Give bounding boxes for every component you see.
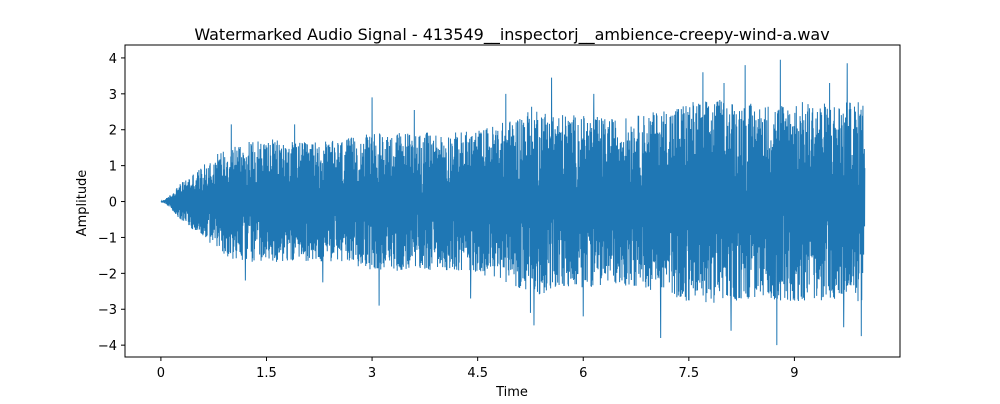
y-tick-label: −2 xyxy=(98,267,117,282)
y-tick-label: 0 xyxy=(109,196,117,211)
x-tick-label: 4.5 xyxy=(467,366,488,381)
y-tick-label: 4 xyxy=(109,52,117,67)
y-tick-label: −4 xyxy=(98,339,117,354)
plot-frame xyxy=(124,44,901,358)
y-axis: −4 −3 −2 −1 0 1 2 3 4 xyxy=(98,52,125,354)
y-tick-label: 2 xyxy=(109,124,117,139)
y-tick-label: −3 xyxy=(98,303,117,318)
y-tick-label: 1 xyxy=(109,160,117,175)
y-tick-label: 3 xyxy=(109,88,117,103)
x-tick-label: 0 xyxy=(157,366,165,381)
y-axis-label: Amplitude xyxy=(75,170,90,237)
x-tick-label: 6 xyxy=(579,366,587,381)
x-axis-label: Time xyxy=(495,385,528,400)
plot-area xyxy=(124,44,901,358)
waveform-series xyxy=(160,59,866,346)
y-tick-label: −1 xyxy=(98,231,117,246)
x-tick-label: 7.5 xyxy=(678,366,699,381)
chart-title: Watermarked Audio Signal - 413549__inspe… xyxy=(194,25,829,45)
x-tick-label: 9 xyxy=(790,366,798,381)
x-tick-label: 3 xyxy=(368,366,376,381)
x-axis: 0 1.5 3 4.5 6 7.5 9 xyxy=(157,357,799,381)
x-tick-label: 1.5 xyxy=(256,366,277,381)
